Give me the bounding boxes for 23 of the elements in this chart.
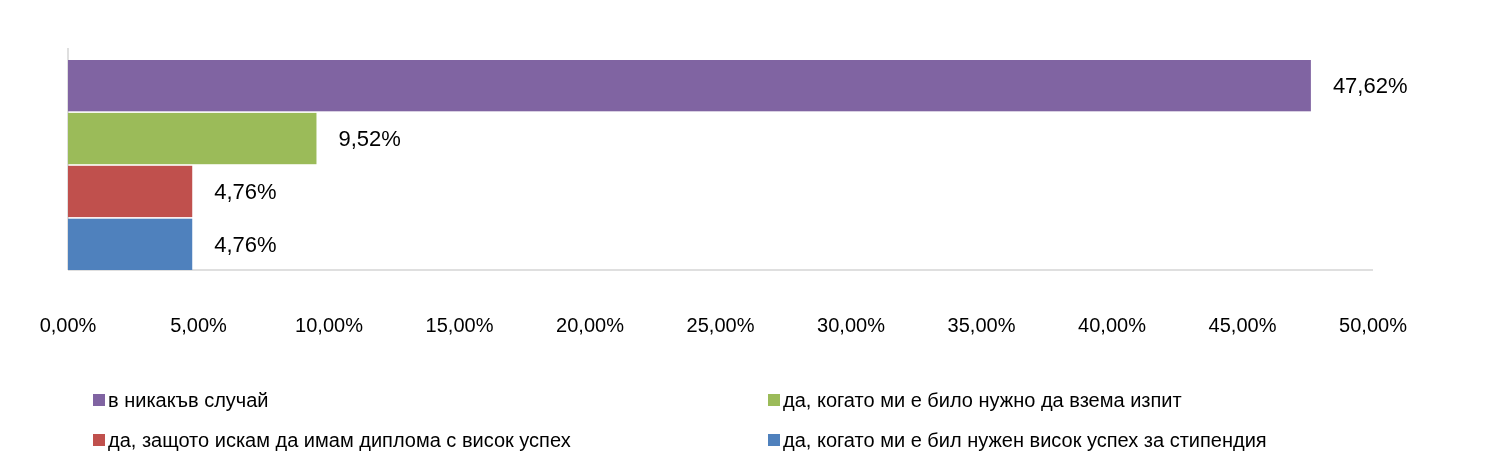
data-label: 4,76% — [214, 178, 277, 204]
bar — [68, 218, 193, 270]
data-label: 47,62% — [1332, 73, 1408, 99]
x-tick-label: 20,00% — [556, 314, 625, 336]
x-tick-label: 40,00% — [1078, 314, 1147, 336]
x-tick-label: 0,00% — [39, 314, 97, 336]
legend-label: в никакъв случай — [108, 389, 269, 411]
x-tick-label: 15,00% — [425, 314, 494, 336]
x-tick-label: 25,00% — [686, 314, 755, 336]
x-tick-label: 30,00% — [817, 314, 886, 336]
bar — [68, 165, 193, 218]
x-tick-label: 50,00% — [1339, 314, 1408, 336]
legend-label: да, защото искам да имам диплома с висок успех — [108, 429, 571, 451]
x-tick-label: 45,00% — [1208, 314, 1277, 336]
legend-label: да, когато ми е бил нужен висок успех за стипендия — [783, 429, 1267, 451]
x-tick-label: 5,00% — [170, 314, 228, 336]
data-label: 9,52% — [338, 126, 401, 152]
legend-label: да, когато ми е било нужно да взема изпит — [783, 389, 1182, 411]
x-tick-label: 35,00% — [947, 314, 1016, 336]
data-label: 4,76% — [214, 231, 277, 257]
bar — [68, 112, 317, 165]
x-tick-label: 10,00% — [295, 314, 364, 336]
bar — [68, 60, 1311, 112]
